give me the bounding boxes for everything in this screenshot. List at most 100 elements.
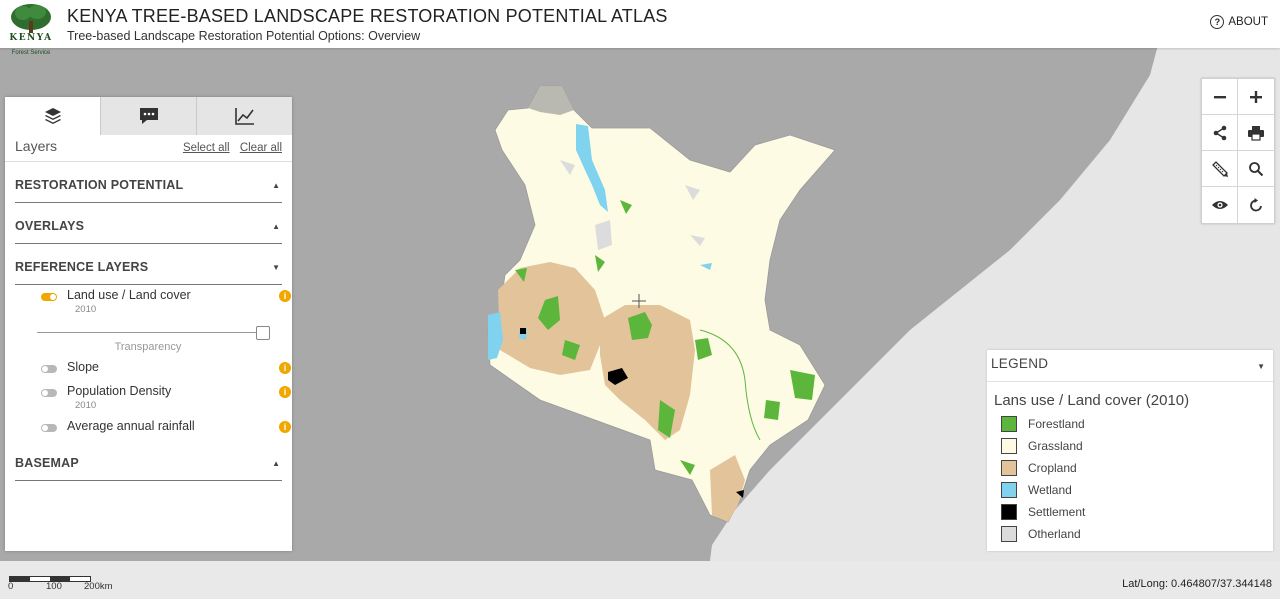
search-button[interactable] (1238, 151, 1274, 187)
info-icon[interactable]: i (279, 386, 291, 398)
printer-icon (1248, 125, 1264, 141)
layer-name: Slope (67, 360, 99, 374)
otherland-north-2 (560, 160, 575, 175)
forest-patch-11 (764, 400, 780, 420)
forest-patch-5 (658, 400, 675, 438)
legend-label: Cropland (1028, 461, 1077, 475)
info-icon[interactable]: i (279, 290, 291, 302)
print-button[interactable] (1238, 115, 1274, 151)
layer-year: 2010 (75, 400, 97, 411)
forest-patch-6 (562, 340, 580, 360)
forest-patch-10 (620, 200, 632, 214)
share-button[interactable] (1202, 115, 1238, 151)
zoom-in-button[interactable] (1238, 79, 1274, 115)
forest-patch-2 (538, 296, 560, 330)
legend-title: Lans use / Land cover (2010) (994, 392, 1190, 409)
plus-icon (1250, 90, 1262, 103)
transparency-label: Transparency (114, 341, 182, 353)
layer-year: 2010 (75, 304, 97, 315)
about-button[interactable]: ? ABOUT (1210, 15, 1268, 29)
legend-swatch (1001, 526, 1017, 542)
otherland-north-3 (685, 185, 700, 200)
legend-label: Grassland (1028, 439, 1083, 453)
layer-name: Average annual rainfall (67, 419, 195, 433)
view-button[interactable] (1202, 187, 1238, 223)
layers-header: Layers Select all Clear all (5, 135, 292, 162)
layer-name: Land use / Land cover (67, 288, 191, 302)
line-chart-icon (234, 108, 254, 125)
scale-label-200: 200km (84, 581, 113, 592)
kfs-logo[interactable]: KENYA Forest Service (4, 3, 58, 59)
legend-header: LEGEND (991, 356, 1049, 371)
land-use-toggle[interactable] (41, 293, 57, 301)
section-reference-layers[interactable]: REFERENCE LAYERS ▼ (15, 244, 282, 285)
lake-turkana (576, 124, 608, 212)
section-basemap[interactable]: BASEMAP ▲ (15, 440, 282, 481)
tab-layers[interactable] (5, 97, 100, 135)
layers-title: Layers (15, 138, 58, 154)
legend-label: Settlement (1028, 505, 1086, 519)
caret-down-icon[interactable]: ▼ (1257, 362, 1265, 371)
cropland-coast (710, 455, 745, 522)
cropland-central (600, 305, 695, 440)
caret-up-icon: ▲ (272, 459, 280, 468)
river-tana (699, 329, 761, 441)
rainfall-toggle[interactable] (41, 424, 57, 432)
legend-swatch (1001, 504, 1017, 520)
section-restoration-potential[interactable]: RESTORATION POTENTIAL ▲ (15, 162, 282, 203)
section-label: REFERENCE LAYERS (15, 260, 149, 274)
tab-comments[interactable] (100, 97, 196, 135)
settlement-kisumu (520, 328, 526, 334)
transparency-slider-handle[interactable] (256, 326, 270, 340)
app-subtitle: Tree-based Landscape Restoration Potenti… (67, 29, 421, 43)
refresh-icon (1250, 198, 1262, 212)
map-controls (1201, 78, 1275, 224)
population-density-toggle[interactable] (41, 389, 57, 397)
settlement-mombasa (736, 490, 744, 498)
layers-icon (44, 108, 61, 124)
forest-patch-3 (695, 338, 712, 360)
ruler-pencil-icon (1211, 160, 1228, 177)
legend-item: Settlement (1001, 504, 1085, 520)
tab-charts[interactable] (196, 97, 292, 135)
measure-button[interactable] (1202, 151, 1238, 187)
panel-tabs (5, 97, 292, 135)
share-icon (1213, 125, 1226, 140)
otherland-north-4 (690, 235, 705, 246)
wetland-small-2 (700, 263, 712, 270)
minus-icon (1213, 95, 1226, 98)
transparency-slider-track[interactable] (37, 332, 263, 333)
info-icon[interactable]: i (279, 421, 291, 433)
legend-label: Wetland (1028, 483, 1072, 497)
forest-patch-1 (628, 312, 652, 340)
info-icon[interactable]: i (279, 362, 291, 374)
tree-logo-icon (11, 4, 51, 33)
select-all-link[interactable]: Select all (182, 142, 230, 154)
zoom-out-button[interactable] (1202, 79, 1238, 115)
chat-bubble-icon (139, 108, 158, 124)
legend-swatch (1001, 438, 1017, 454)
legend-divider (987, 381, 1273, 382)
section-overlays[interactable]: OVERLAYS ▲ (15, 203, 282, 244)
slope-toggle[interactable] (41, 365, 57, 373)
section-label: BASEMAP (15, 456, 79, 470)
settlement-nairobi (608, 368, 628, 385)
logo-subtext: Forest Service (11, 50, 51, 56)
scale-label-100: 100 (46, 581, 62, 592)
caret-up-icon: ▲ (272, 222, 280, 231)
legend-panel: LEGEND ▼ Lans use / Land cover (2010) Fo… (987, 350, 1273, 551)
legend-item: Forestland (1001, 416, 1085, 432)
forest-patch-4 (790, 370, 815, 400)
coordinates-readout: Lat/Long: 0.464807/37.344148 (1122, 578, 1272, 590)
reset-button[interactable] (1238, 187, 1274, 223)
legend-item: Wetland (1001, 482, 1072, 498)
layer-name: Population Density (67, 384, 172, 398)
status-bar: 0 100 200km Lat/Long: 0.464807/37.344148 (0, 561, 1280, 599)
eye-icon (1211, 201, 1228, 209)
otherland-patch (528, 86, 574, 115)
caret-up-icon: ▲ (272, 181, 280, 190)
legend-swatch (1001, 416, 1017, 432)
clear-all-link[interactable]: Clear all (239, 142, 282, 154)
legend-item: Cropland (1001, 460, 1077, 476)
map-cursor-crosshair (632, 294, 646, 308)
